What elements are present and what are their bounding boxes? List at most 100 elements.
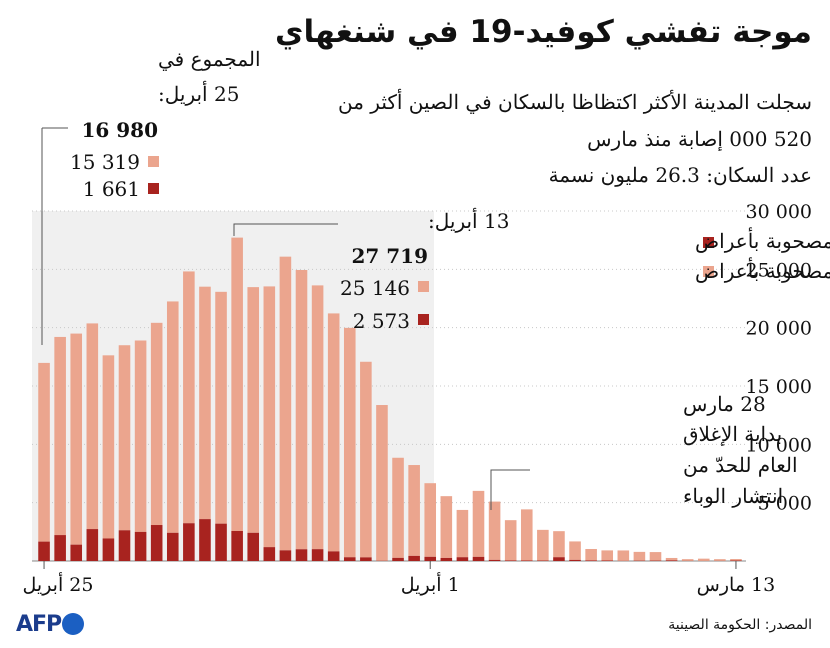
bar-asymptomatic [199, 286, 211, 520]
bar-symptomatic [150, 525, 163, 561]
bar-symptomatic [569, 559, 581, 561]
bar-asymptomatic [311, 285, 324, 550]
bar-symptomatic [440, 557, 453, 561]
apr13-asym-swatch [418, 281, 429, 292]
total-apr25-total: 16 980 [81, 118, 158, 142]
legend-asymptomatic-label: غير مصحوبة بأعراض [695, 257, 830, 283]
bar-asymptomatic [392, 457, 404, 558]
y-tick-label: 5 000 [758, 493, 812, 515]
bar-symptomatic [295, 549, 308, 561]
bar-asymptomatic [472, 490, 485, 557]
bar-asymptomatic [601, 550, 614, 561]
legend-symptomatic-label: مصحوبة بأعراض [695, 227, 830, 253]
bar-asymptomatic [440, 496, 453, 558]
bar-asymptomatic [730, 559, 742, 561]
bar-symptomatic [54, 535, 66, 561]
total-apr25-line2: 25 أبريل: [158, 80, 239, 106]
bar-asymptomatic [70, 333, 83, 545]
bar-asymptomatic [617, 550, 630, 561]
lockdown-line-4: انتشار الوباء [683, 484, 783, 508]
y-tick-label: 10 000 [746, 434, 812, 456]
bar-asymptomatic [54, 336, 66, 536]
bar-symptomatic [183, 523, 195, 561]
bar-asymptomatic [231, 237, 243, 531]
bar-asymptomatic [649, 552, 662, 561]
apr13-leader [233, 223, 338, 236]
bar-symptomatic [166, 532, 179, 561]
bar-symptomatic [247, 532, 260, 561]
total-apr25-asymptomatic: 15 319 [70, 150, 140, 174]
apr13-total: 27 719 [351, 244, 428, 268]
total-apr25-sym-swatch [148, 183, 159, 194]
bars [38, 237, 742, 561]
bar-asymptomatic [488, 501, 501, 560]
bar-symptomatic [70, 544, 83, 561]
total-apr25-symptomatic: 1 661 [83, 177, 140, 201]
bar-asymptomatic [263, 286, 276, 548]
bar-asymptomatic [714, 559, 726, 561]
total-apr25-line1: المجموع في [158, 47, 261, 71]
bar-asymptomatic [327, 313, 340, 552]
bar-asymptomatic [585, 548, 597, 561]
legend-asymptomatic-swatch [703, 266, 714, 277]
bar-symptomatic [102, 538, 115, 561]
y-tick-label: 25 000 [746, 259, 812, 281]
lockdown-line-2: بداية الإغلاق [683, 422, 782, 447]
bar-asymptomatic [665, 557, 678, 561]
bar-symptomatic [472, 556, 485, 561]
afp-logo-text: AFP [16, 611, 62, 637]
bar-symptomatic [408, 555, 420, 561]
bar-asymptomatic [166, 301, 179, 533]
bar-asymptomatic [343, 327, 356, 558]
total-apr25-asym-swatch [148, 156, 159, 167]
bar-asymptomatic [38, 362, 50, 542]
x-tick-label: 25 أبريل [23, 571, 94, 596]
bar-symptomatic [392, 557, 404, 561]
bar-asymptomatic [134, 340, 147, 532]
bar-asymptomatic [504, 520, 517, 561]
bar-symptomatic [488, 559, 501, 561]
x-tick-label: 13 مارس [697, 574, 776, 596]
bar-symptomatic [86, 529, 99, 561]
bar-asymptomatic [681, 559, 694, 561]
subtitle-line-1: سجلت المدينة الأكثر اكتظاظا بالسكان في ا… [338, 90, 812, 114]
bar-asymptomatic [118, 345, 131, 531]
x-tick-label: 1 أبريل [401, 571, 460, 596]
bar-asymptomatic [102, 355, 115, 539]
bar-symptomatic [424, 556, 437, 561]
bar-symptomatic [585, 560, 597, 561]
bar-asymptomatic [360, 361, 372, 558]
subtitle-line-2: 520 000 إصابة منذ مارس [587, 127, 812, 151]
bar-symptomatic [665, 560, 678, 561]
bar-asymptomatic [456, 509, 469, 558]
apr13-asymptomatic: 25 146 [340, 276, 410, 300]
bar-asymptomatic [569, 541, 581, 560]
y-axis: 5 000 10 000 15 000 20 000 25 000 30 000 [746, 201, 812, 515]
bar-symptomatic [553, 557, 565, 561]
bar-symptomatic [118, 530, 131, 561]
bar-symptomatic [520, 560, 533, 561]
bar-symptomatic [134, 531, 147, 561]
bar-symptomatic [231, 530, 243, 561]
bar-asymptomatic [424, 483, 437, 557]
bar-asymptomatic [86, 323, 99, 530]
bar-asymptomatic [183, 271, 195, 524]
afp-dot-icon [62, 613, 85, 635]
y-tick-label: 20 000 [746, 318, 812, 340]
subtitle-line-3: عدد السكان: 26.3 مليون نسمة [548, 163, 812, 187]
bar-symptomatic [456, 557, 469, 561]
bar-asymptomatic [247, 287, 260, 533]
bar-asymptomatic [279, 256, 292, 551]
lockdown-line-3: العام للحدّ من [683, 453, 798, 477]
bar-asymptomatic [215, 291, 227, 524]
bar-asymptomatic [520, 509, 533, 561]
apr13-symptomatic: 2 573 [353, 309, 410, 333]
bar-symptomatic [601, 560, 614, 561]
bar-symptomatic [311, 549, 324, 561]
bar-symptomatic [215, 523, 227, 561]
bar-asymptomatic [376, 405, 388, 561]
bar-symptomatic [279, 550, 292, 561]
chart-title: موجة تفشي كوفيد-19 في شنغهاي [275, 14, 812, 50]
legend-symptomatic-swatch [703, 237, 714, 248]
